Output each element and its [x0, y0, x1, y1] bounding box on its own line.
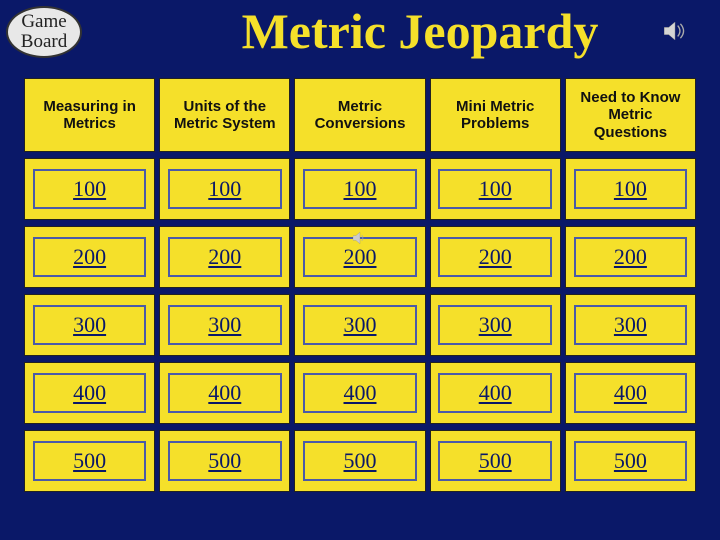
value-cell: 300 — [24, 294, 155, 356]
value-link[interactable]: 100 — [168, 169, 282, 210]
value-link[interactable]: 300 — [168, 305, 282, 346]
game-board-button[interactable]: Game Board — [6, 6, 82, 58]
value-link[interactable]: 100 — [33, 169, 147, 210]
value-link[interactable]: 500 — [168, 441, 282, 482]
value-link[interactable]: 300 — [303, 305, 417, 346]
value-link[interactable]: 300 — [574, 305, 688, 346]
value-cell: 300 — [294, 294, 425, 356]
value-cell: 200 — [565, 226, 696, 288]
value-cell: 100 — [24, 158, 155, 220]
value-link[interactable]: 500 — [438, 441, 552, 482]
page-title: Metric Jeopardy — [140, 2, 700, 60]
value-cell: 200 — [430, 226, 561, 288]
value-cell: 500 — [430, 430, 561, 492]
value-link[interactable]: 200 — [168, 237, 282, 278]
value-cell: 100 — [294, 158, 425, 220]
game-board-label: Game Board — [21, 12, 67, 52]
value-cell: 400 — [565, 362, 696, 424]
jeopardy-board: Measuring in Metrics Units of the Metric … — [24, 78, 696, 498]
value-link[interactable]: 300 — [438, 305, 552, 346]
category-header: Measuring in Metrics — [24, 78, 155, 152]
value-cell: 500 — [24, 430, 155, 492]
category-label: Metric Conversions — [299, 98, 420, 133]
value-link[interactable]: 200 — [574, 237, 688, 278]
value-link[interactable]: 400 — [438, 373, 552, 414]
value-cell: 300 — [159, 294, 290, 356]
category-label: Measuring in Metrics — [29, 98, 150, 133]
value-cell: 400 — [294, 362, 425, 424]
value-link[interactable]: 500 — [574, 441, 688, 482]
value-cell: 300 — [430, 294, 561, 356]
value-link[interactable]: 500 — [33, 441, 147, 482]
value-link[interactable]: 500 — [303, 441, 417, 482]
speaker-icon — [353, 231, 367, 243]
category-label: Need to Know Metric Questions — [570, 89, 691, 141]
value-link[interactable]: 200 — [33, 237, 147, 278]
value-link[interactable]: 300 — [33, 305, 147, 346]
value-link[interactable]: 400 — [303, 373, 417, 414]
value-link[interactable]: 100 — [574, 169, 688, 210]
value-cell: 100 — [565, 158, 696, 220]
value-cell: 100 — [430, 158, 561, 220]
value-link[interactable]: 100 — [303, 169, 417, 210]
category-label: Units of the Metric System — [164, 98, 285, 133]
value-cell: 500 — [294, 430, 425, 492]
value-cell: 200 — [24, 226, 155, 288]
value-link[interactable]: 400 — [33, 373, 147, 414]
category-row: Measuring in Metrics Units of the Metric … — [24, 78, 696, 152]
value-cell: 400 — [24, 362, 155, 424]
value-cell: 300 — [565, 294, 696, 356]
value-link[interactable]: 400 — [168, 373, 282, 414]
value-cell: 200 — [159, 226, 290, 288]
value-cell: 200 — [294, 226, 425, 288]
value-cell: 500 — [159, 430, 290, 492]
value-row: 500 500 500 500 500 — [24, 430, 696, 492]
category-header: Metric Conversions — [294, 78, 425, 152]
value-cell: 500 — [565, 430, 696, 492]
category-header: Units of the Metric System — [159, 78, 290, 152]
value-row: 200 200 200 200 200 — [24, 226, 696, 288]
category-label: Mini Metric Problems — [435, 98, 556, 133]
value-row: 300 300 300 300 300 — [24, 294, 696, 356]
value-link[interactable]: 100 — [438, 169, 552, 210]
category-header: Need to Know Metric Questions — [565, 78, 696, 152]
value-row: 100 100 100 100 100 — [24, 158, 696, 220]
value-cell: 400 — [430, 362, 561, 424]
value-row: 400 400 400 400 400 — [24, 362, 696, 424]
speaker-icon[interactable] — [664, 22, 686, 40]
value-cell: 400 — [159, 362, 290, 424]
value-link[interactable]: 400 — [574, 373, 688, 414]
value-cell: 100 — [159, 158, 290, 220]
category-header: Mini Metric Problems — [430, 78, 561, 152]
value-link[interactable]: 200 — [438, 237, 552, 278]
